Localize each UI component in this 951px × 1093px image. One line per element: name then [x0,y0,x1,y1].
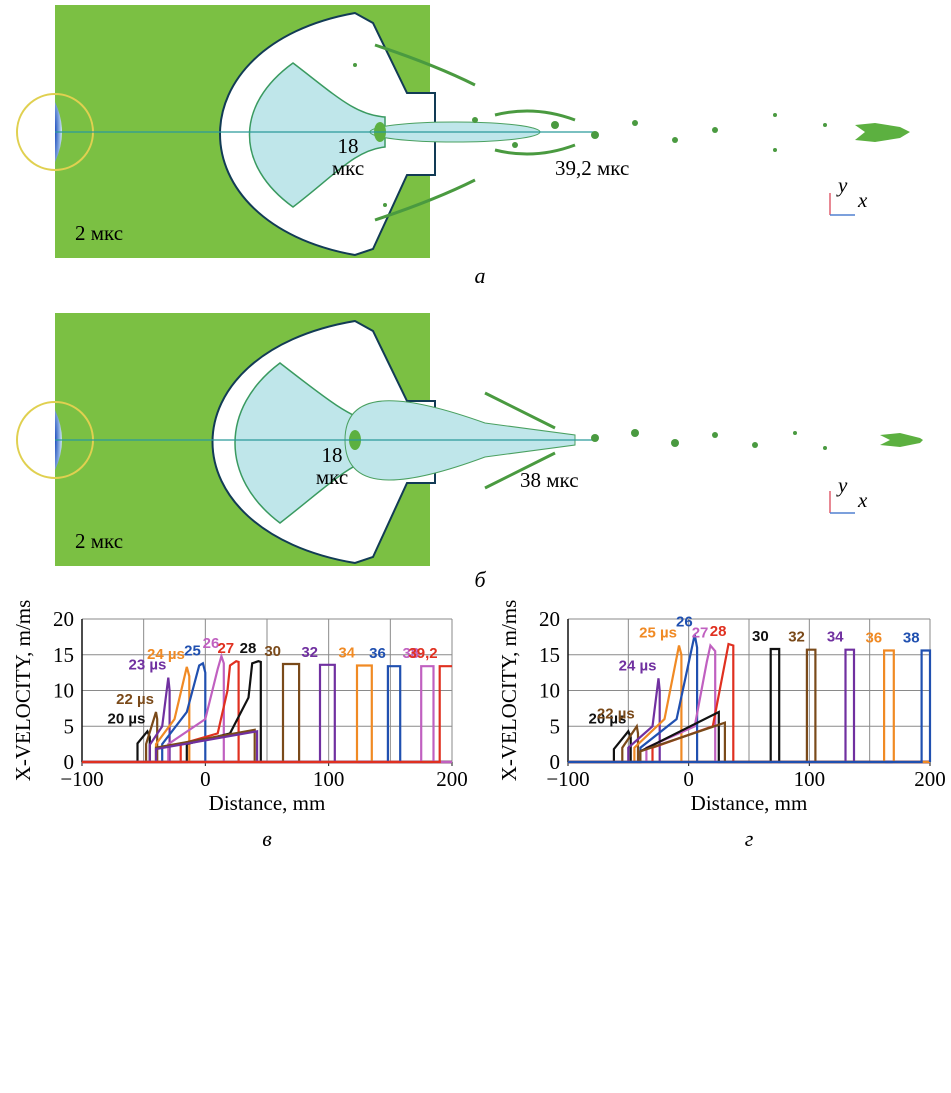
caption: б [474,567,486,592]
y-tick-label: 20 [539,607,560,631]
axis-y-label: y [836,173,848,197]
x-tick-label: 0 [683,767,694,791]
x-axis-title: Distance, mm [209,791,326,815]
y-tick-label: 5 [64,714,75,738]
series-label: 26 [676,614,693,631]
x-axis-title: Distance, mm [691,791,808,815]
series-label: 32 [788,629,805,646]
series-label: 28 [240,640,257,657]
x-tick-label: −100 [546,767,589,791]
series-label: 28 [710,623,727,640]
figure: 2 мкс 18 мкс 39,2 мкс y x а 2 мкс 18 мкс… [0,0,951,1093]
y-tick-label: 15 [539,643,560,667]
series-label: 24 µs [619,657,657,674]
series-label: 20 µs [108,710,146,727]
time-label: 39,2 мкс [555,156,629,180]
x-tick-label: 200 [436,767,468,791]
time-label: 18 [338,134,359,158]
y-tick-label: 10 [539,679,560,703]
axis-x-label: x [857,488,868,512]
series-label: 32 [301,644,318,661]
series-label: 36 [865,629,882,646]
time-unit: мкс [332,156,364,180]
time-unit: мкс [316,465,348,489]
time-label: 2 мкс [75,529,123,553]
series-label: 25 [184,642,201,659]
x-tick-label: −100 [60,767,103,791]
x-tick-label: 100 [794,767,826,791]
y-tick-label: 10 [53,679,74,703]
simulation-image [17,313,923,566]
series-label: 30 [264,643,281,660]
time-label: 2 мкс [75,221,123,245]
series-label: 30 [752,628,769,645]
series-label: 22 µs [597,705,635,722]
series-label: 24 µs [147,646,185,663]
y-axis-title: X-VELOCITY, m/ms [11,600,35,782]
y-tick-label: 15 [53,643,74,667]
time-label: 38 мкс [520,468,579,492]
axis-x-label: x [857,188,868,212]
series-label: 34 [827,629,844,646]
x-tick-label: 0 [200,767,211,791]
series-label: 36 [369,645,386,662]
y-axis-title: X-VELOCITY, m/ms [497,600,521,782]
x-tick-label: 100 [313,767,345,791]
series-label: 27 [217,640,234,657]
y-tick-label: 5 [550,714,561,738]
series-label: 22 µs [116,691,154,708]
simulation-image [17,5,910,258]
series-label: 27 [692,624,709,641]
series-label: 34 [338,644,355,661]
series-label: 39,2 [408,645,437,662]
x-tick-label: 200 [914,767,946,791]
series-label: 38 [903,629,920,646]
caption: г [745,826,754,851]
axis-y-label: y [836,473,848,497]
y-tick-label: 20 [53,607,74,631]
series-label: 25 µs [639,624,677,641]
caption: в [262,826,272,851]
time-label: 18 [322,443,343,467]
caption: а [475,263,486,288]
